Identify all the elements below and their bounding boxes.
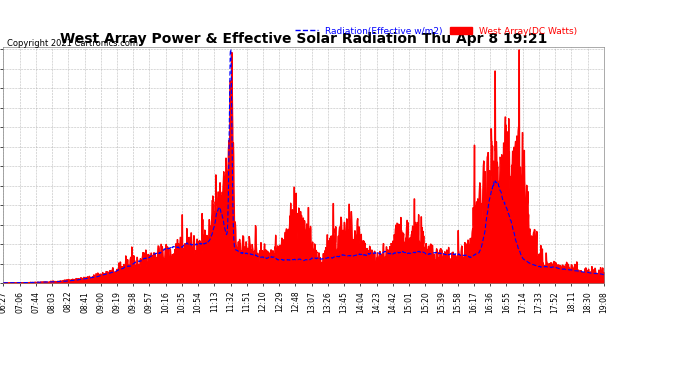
Text: Copyright 2021 Cartronics.com: Copyright 2021 Cartronics.com bbox=[7, 39, 138, 48]
Legend: Radiation(Effective w/m2), West Array(DC Watts): Radiation(Effective w/m2), West Array(DC… bbox=[292, 23, 581, 39]
Title: West Array Power & Effective Solar Radiation Thu Apr 8 19:21: West Array Power & Effective Solar Radia… bbox=[60, 32, 547, 46]
